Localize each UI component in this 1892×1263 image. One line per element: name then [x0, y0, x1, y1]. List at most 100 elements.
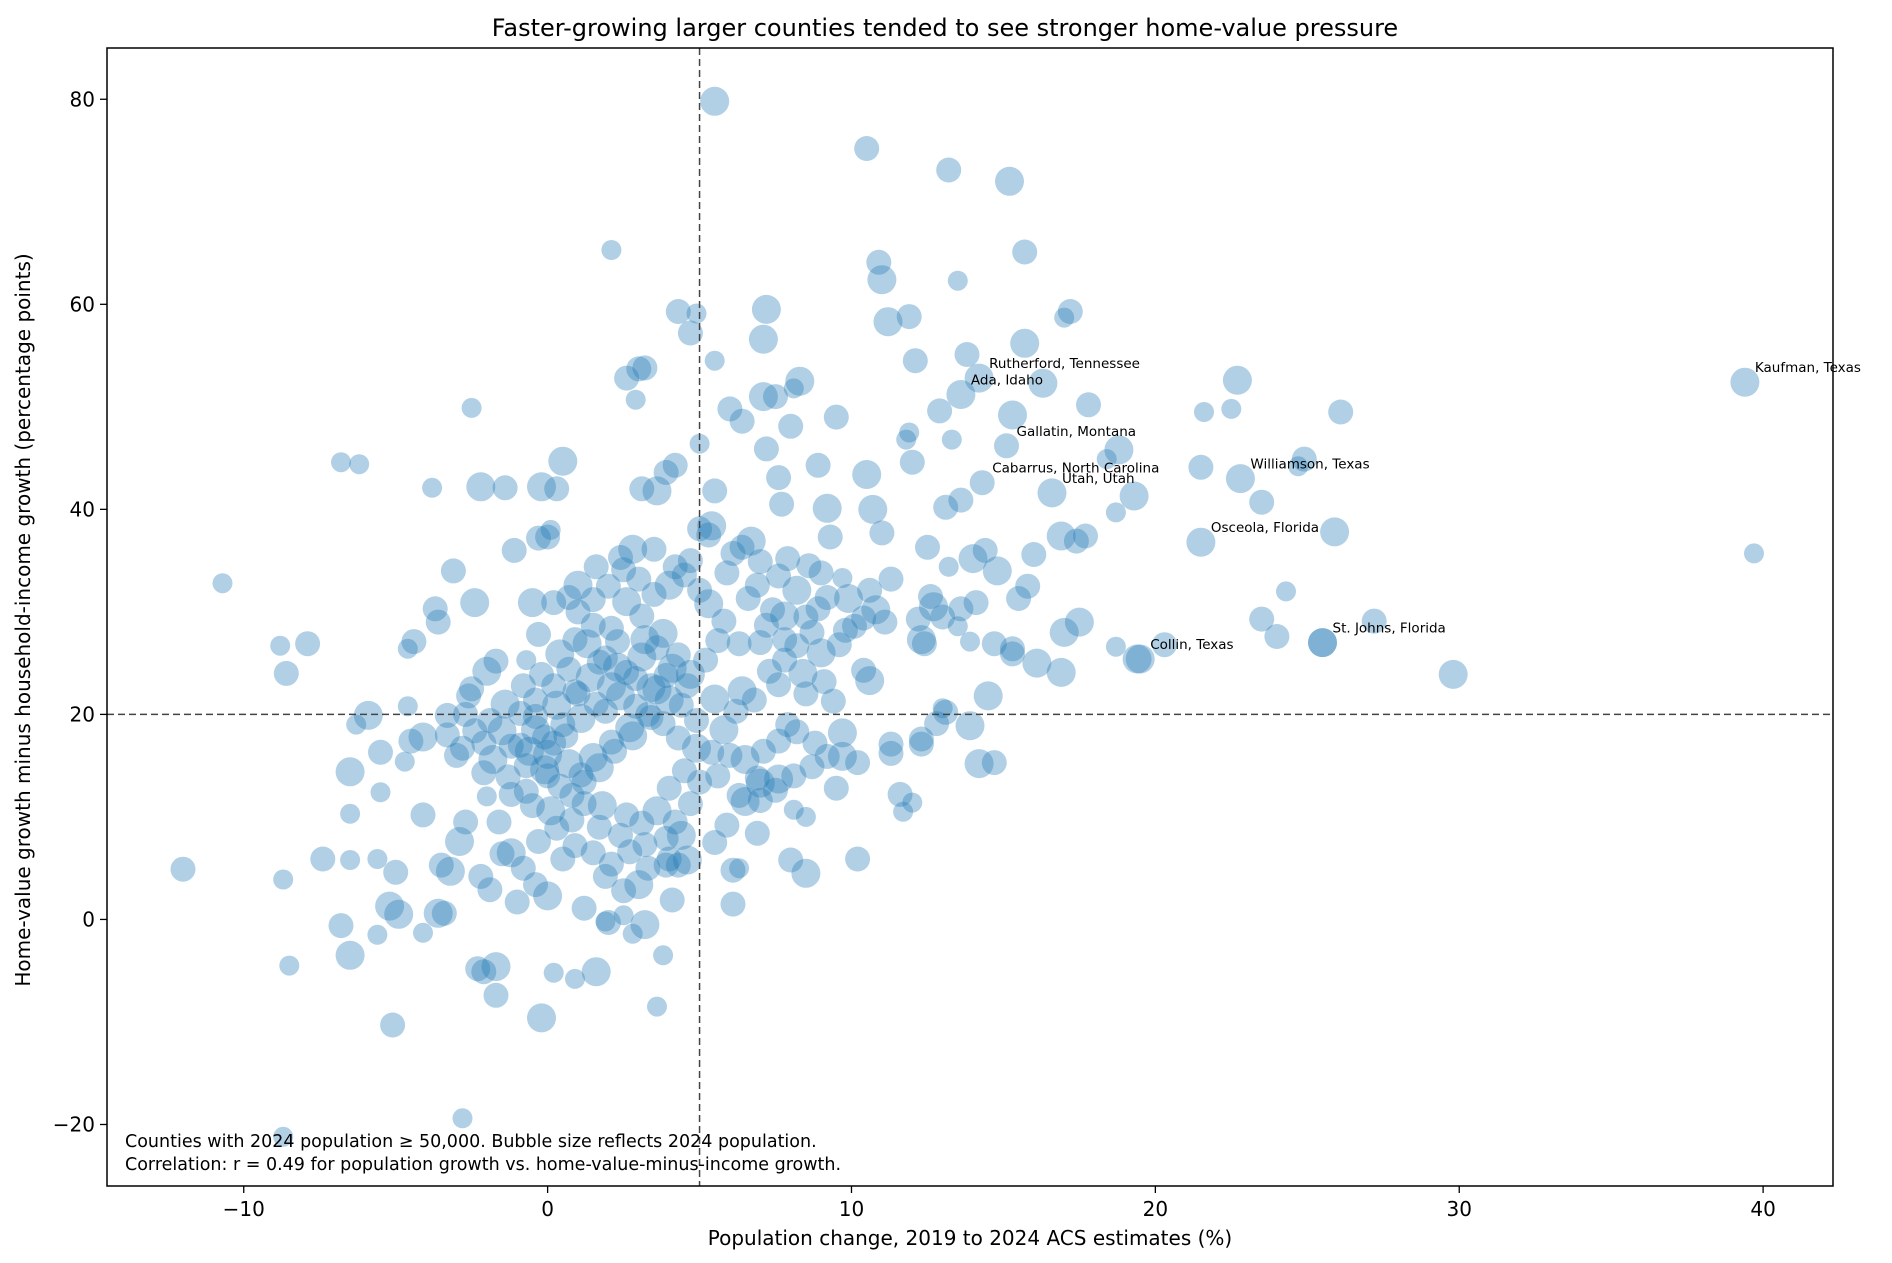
bubble-point-335 — [478, 745, 508, 774]
bubble-point-0 — [700, 86, 730, 116]
bubble-point-322 — [665, 642, 691, 668]
bubble-point-431 — [747, 549, 773, 575]
bubble-labeled-1 — [964, 363, 994, 393]
bubble-point-291 — [587, 791, 617, 821]
bubble-point-70 — [544, 476, 570, 502]
bubble-point-142 — [964, 749, 994, 779]
bubble-point-126 — [1361, 608, 1387, 634]
bubble-point-330 — [529, 661, 554, 687]
bubble-point-181 — [471, 959, 497, 985]
bubble-point-358 — [523, 703, 548, 729]
bubble-point-229 — [764, 764, 794, 794]
bubble-point-432 — [729, 534, 755, 560]
bubble-point-122 — [1276, 581, 1296, 602]
bubble-point-148 — [893, 801, 914, 822]
bubble-point-139 — [933, 699, 959, 725]
bubble-point-195 — [273, 869, 294, 890]
bubble-point-339 — [553, 723, 579, 749]
bubble-point-292 — [614, 802, 640, 828]
bubble-point-251 — [775, 546, 801, 572]
y-axis-ticks: −20 0 20 40 60 80 — [53, 87, 107, 1136]
bubble-point-183 — [273, 1126, 294, 1147]
bubble-point-246 — [770, 601, 800, 631]
bubble-point-153 — [820, 688, 846, 714]
county-label-8: St. Johns, Florida — [1333, 621, 1446, 637]
bubble-point-307 — [523, 687, 548, 713]
bubble-point-174 — [581, 957, 611, 987]
bubble-point-68 — [492, 475, 518, 501]
bubble-point-40 — [689, 433, 710, 454]
bubble-point-72 — [642, 476, 672, 506]
bubble-point-101 — [982, 556, 1012, 586]
bubble-point-178 — [483, 982, 509, 1008]
bubble-point-83 — [869, 520, 895, 546]
bubble-point-51 — [852, 460, 882, 489]
bubble-point-261 — [784, 633, 810, 659]
bubble-point-96 — [501, 537, 527, 563]
bubble-point-213 — [445, 827, 474, 856]
bubble-point-106 — [948, 596, 974, 622]
bubble-point-346 — [657, 653, 687, 683]
bubble-point-124 — [1264, 624, 1290, 649]
bubble-point-407 — [580, 840, 606, 866]
bubble-point-54 — [1096, 449, 1117, 470]
bubble-point-224 — [611, 878, 637, 904]
bubble-point-202 — [368, 739, 393, 765]
county-label-5: Utah, Utah — [1062, 471, 1135, 487]
bubble-point-433 — [714, 560, 740, 586]
bubble-point-355 — [541, 730, 567, 756]
bubble-point-103 — [1015, 573, 1041, 599]
x-tick-label-2: 10 — [839, 1197, 864, 1221]
bubble-point-412 — [750, 738, 776, 764]
bubble-point-53 — [1104, 435, 1134, 465]
bubble-point-230 — [747, 788, 773, 813]
bubble-point-275 — [541, 590, 567, 616]
bubble-point-428 — [805, 596, 831, 622]
bubble-point-140 — [932, 698, 953, 719]
bubble-point-312 — [530, 755, 560, 785]
bubble-point-386 — [694, 589, 724, 619]
bubble-point-289 — [559, 807, 585, 833]
bubble-point-256 — [857, 577, 883, 603]
bubble-point-86 — [212, 573, 233, 594]
bubble-point-143 — [981, 750, 1007, 776]
bubble-point-425 — [788, 658, 818, 688]
bubble-point-214 — [453, 809, 479, 835]
bubble-point-7 — [867, 265, 897, 295]
bubble-point-360 — [562, 679, 588, 705]
bubble-point-282 — [434, 702, 460, 728]
bubble-point-170 — [613, 905, 634, 926]
bubble-point-138 — [924, 711, 950, 737]
bubble-point-163 — [665, 852, 691, 878]
bubble-point-211 — [428, 852, 454, 878]
bubble-point-212 — [435, 856, 465, 886]
bubble-point-236 — [727, 676, 757, 706]
bubble-point-119 — [1105, 636, 1126, 657]
bubble-point-403 — [510, 855, 536, 881]
bubble-point-66 — [422, 477, 443, 498]
bubble-point-117 — [1049, 617, 1079, 647]
bubble-point-348 — [654, 685, 684, 715]
bubble-point-394 — [580, 587, 606, 613]
bubble-point-157 — [783, 799, 804, 820]
bubble-point-435 — [753, 612, 779, 638]
bubble-point-65 — [769, 491, 795, 517]
bubble-point-227 — [666, 820, 696, 850]
bubble-point-3 — [995, 166, 1024, 196]
bubble-point-242 — [714, 812, 740, 838]
bubble-labeled-8 — [1308, 628, 1337, 658]
bubble-point-296 — [671, 758, 697, 784]
bubble-point-328 — [562, 627, 588, 653]
bubble-point-91 — [397, 638, 418, 659]
bubble-point-141 — [955, 711, 985, 741]
bubble-point-44 — [896, 429, 917, 450]
bubble-point-329 — [545, 639, 575, 669]
bubble-point-415 — [802, 730, 828, 756]
bubble-point-207 — [397, 696, 418, 717]
bubble-point-180 — [465, 956, 491, 982]
bubble-point-255 — [834, 584, 863, 613]
county-labels: Kaufman, Texas Rutherford, TennesseeAda, … — [971, 356, 1861, 653]
bubble-point-406 — [562, 833, 588, 859]
bubble-point-235 — [766, 672, 792, 698]
